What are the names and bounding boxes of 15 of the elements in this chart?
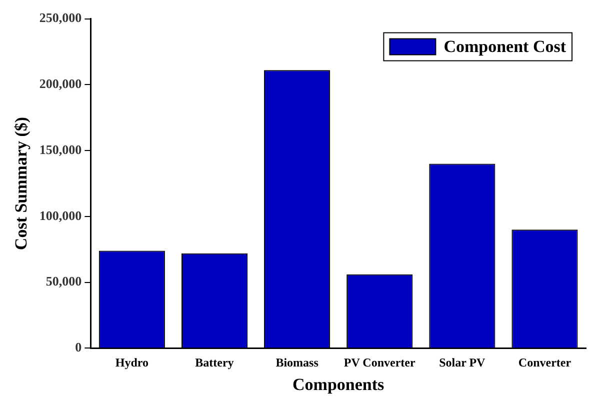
y-tick-label: 200,000 [39,76,82,92]
y-tick-label: 50,000 [46,274,82,289]
y-axis-title: Cost Summary ($) [12,116,31,250]
y-tick-label: 150,000 [39,142,82,157]
y-tick-label: 250,000 [39,10,82,26]
x-tick-label: Battery [195,355,234,370]
y-tick-label: 100,000 [39,208,82,223]
y-tick-label: 0 [75,340,82,355]
x-tick-label: Hydro [115,355,148,370]
legend-label: Component Cost [444,37,566,56]
x-tick-label: Solar PV [439,355,486,370]
x-tick-label: Converter [518,355,572,370]
x-axis-title: Components [292,375,385,394]
x-tick-label: PV Converter [344,355,416,370]
x-tick-label: Biomass [276,355,319,370]
